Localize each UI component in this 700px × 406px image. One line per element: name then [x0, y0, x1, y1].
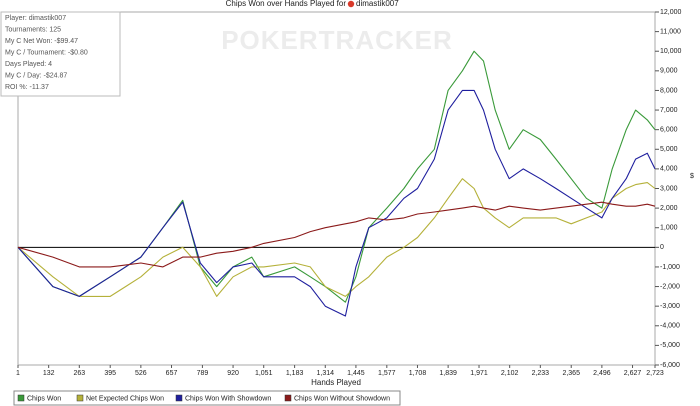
legend-swatch	[284, 394, 292, 402]
x-tick-label: 1	[16, 370, 20, 377]
x-tick-label: 789	[197, 370, 209, 377]
legend-label: Chips Won	[27, 395, 61, 402]
x-tick-label: 1,577	[378, 370, 396, 377]
x-tick-label: 1,183	[286, 370, 304, 377]
info-line: My C Net Won: -$99.47	[5, 38, 78, 45]
y-tick-label: -1,000	[660, 264, 680, 271]
info-line: ROI %: -11.37	[5, 84, 49, 91]
info-line: Player: dimastik007	[5, 15, 66, 22]
legend-box	[13, 390, 401, 406]
series-line	[17, 201, 656, 268]
x-tick-label: 657	[166, 370, 178, 377]
y-tick-label: 12,000	[660, 9, 682, 16]
y-tick-label: -5,000	[660, 342, 680, 349]
legend-swatch	[76, 394, 84, 402]
y-tick-label: 5,000	[660, 146, 678, 153]
x-tick-label: 2,723	[646, 370, 664, 377]
info-box	[0, 11, 121, 97]
x-tick-label: 526	[135, 370, 147, 377]
x-tick-label: 1,445	[347, 370, 365, 377]
y-tick-label: 3,000	[660, 185, 678, 192]
chart-title: Chips Won over Hands Played for	[226, 0, 347, 8]
y-tick-label: -4,000	[660, 323, 680, 330]
x-tick-label: 1,971	[470, 370, 488, 377]
x-tick-label: 2,102	[501, 370, 519, 377]
x-tick-label: 1,708	[409, 370, 427, 377]
y-tick-label: 9,000	[660, 68, 678, 75]
y-tick-label: -6,000	[660, 362, 680, 369]
y-tick-label: 7,000	[660, 107, 678, 114]
x-tick-label: 1,839	[439, 370, 457, 377]
x-axis-label: Hands Played	[311, 378, 361, 387]
y-tick-label: 4,000	[660, 166, 678, 173]
x-tick-label: 2,233	[532, 370, 550, 377]
y-tick-label: -2,000	[660, 283, 680, 290]
watermark: POKERTRACKER	[221, 25, 453, 55]
y-tick-label: 2,000	[660, 205, 678, 212]
x-tick-label: 1,051	[255, 370, 273, 377]
info-line: My C / Tournament: -$0.80	[5, 49, 88, 56]
y-tick-label: 11,000	[660, 28, 681, 35]
info-line: Tournaments: 125	[5, 26, 61, 33]
x-tick-label: 2,365	[562, 370, 580, 377]
x-tick-label: 395	[104, 370, 116, 377]
y-axis-label: $	[690, 173, 694, 180]
y-tick-label: 6,000	[660, 127, 678, 134]
plot-area	[17, 11, 656, 366]
x-tick-label: 1,314	[317, 370, 335, 377]
info-line: Days Played: 4	[5, 61, 52, 68]
y-tick-label: 0	[660, 244, 664, 251]
y-tick-label: 1,000	[660, 225, 678, 232]
legend-label: Chips Won Without Showdown	[294, 395, 390, 402]
player-icon	[347, 0, 355, 8]
x-tick-label: 132	[43, 370, 55, 377]
y-tick-label: 8,000	[660, 87, 678, 94]
x-tick-label: 920	[227, 370, 239, 377]
chart-title-player: dimastik007	[356, 0, 399, 8]
y-tick-label: 10,000	[660, 48, 682, 55]
x-tick-label: 2,496	[593, 370, 611, 377]
x-tick-label: 2,627	[624, 370, 642, 377]
y-tick-label: -3,000	[660, 303, 680, 310]
x-tick-label: 263	[73, 370, 85, 377]
legend-label: Net Expected Chips Won	[86, 395, 164, 402]
legend-swatch	[175, 394, 183, 402]
series-line	[17, 178, 656, 297]
legend-swatch	[17, 394, 25, 402]
info-line: My C / Day: -$24.87	[5, 72, 67, 79]
legend-label: Chips Won With Showdown	[185, 395, 271, 402]
